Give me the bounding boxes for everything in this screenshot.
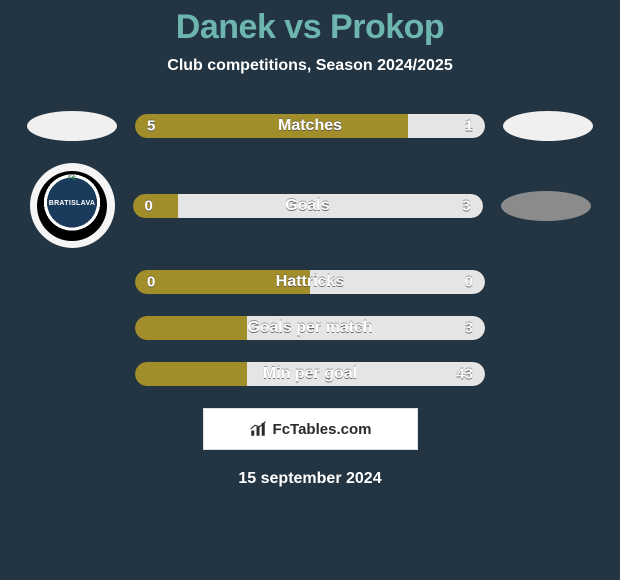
bar-value-right: 3 <box>462 197 470 214</box>
bar-fill-right <box>408 114 485 138</box>
subtitle: Club competitions, Season 2024/2025 <box>0 57 620 75</box>
club-badge-left <box>30 163 115 248</box>
bar-value-right: 43 <box>456 366 473 383</box>
comparison-card: Danek vs Prokop Club competitions, Seaso… <box>0 0 620 488</box>
bar-fill-left <box>135 362 247 386</box>
brand-box[interactable]: FcTables.com <box>203 408 418 450</box>
stats-rows: 5 1 Matches 0 3 Goals 0 0 Hattricks 3 Goals per ma… <box>0 111 620 386</box>
stat-row: 5 1 Matches <box>0 111 620 141</box>
bar-value-right: 3 <box>465 320 473 337</box>
bar-fill-left <box>135 316 247 340</box>
stat-bar: 0 0 Hattricks <box>135 270 485 294</box>
bar-label: Goals per match <box>247 319 372 337</box>
stat-bar: 43 Min per goal <box>135 362 485 386</box>
bar-value-right: 0 <box>465 274 473 291</box>
date-label: 15 september 2024 <box>0 470 620 488</box>
bar-value-left: 5 <box>147 118 155 135</box>
bar-value-right: 1 <box>465 118 473 135</box>
stat-row: 0 3 Goals <box>0 163 620 248</box>
stat-bar: 0 3 Goals <box>133 194 483 218</box>
stat-bar: 3 Goals per match <box>135 316 485 340</box>
bar-value-left: 0 <box>147 274 155 291</box>
bar-fill-right <box>178 194 483 218</box>
page-title: Danek vs Prokop <box>0 8 620 47</box>
bar-fill-left <box>135 114 408 138</box>
bar-fill-left <box>133 194 179 218</box>
bar-label: Goals <box>285 197 329 215</box>
brand-label: FcTables.com <box>273 421 372 438</box>
player-oval-left <box>27 111 117 141</box>
bar-label: Min per goal <box>263 365 357 383</box>
stat-row: 3 Goals per match <box>0 316 620 340</box>
bar-label: Hattricks <box>276 273 344 291</box>
bar-label: Matches <box>278 117 342 135</box>
player-oval-right <box>503 111 593 141</box>
bar-value-left: 0 <box>145 197 153 214</box>
stat-row: 0 0 Hattricks <box>0 270 620 294</box>
stat-row: 43 Min per goal <box>0 362 620 386</box>
stat-bar: 5 1 Matches <box>135 114 485 138</box>
player-oval-right <box>501 191 591 221</box>
bar-chart-icon <box>249 420 267 438</box>
